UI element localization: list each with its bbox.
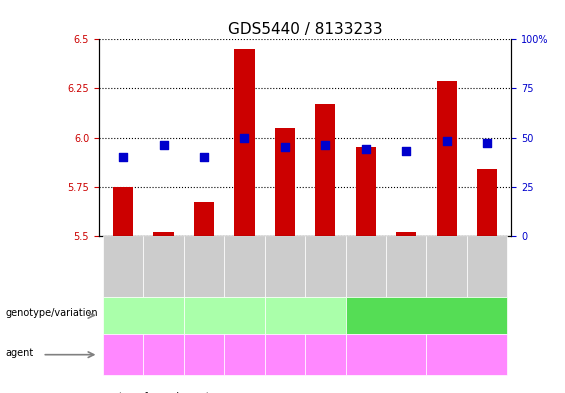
Point bbox=[483, 140, 492, 147]
Bar bbox=[264, 297, 346, 334]
Text: dihydrote
stosteron
e: dihydrote stosteron e bbox=[185, 340, 223, 369]
Point bbox=[402, 148, 411, 154]
Point bbox=[361, 146, 370, 152]
Bar bbox=[224, 334, 264, 375]
Point bbox=[240, 134, 249, 141]
Point bbox=[321, 142, 330, 149]
Bar bbox=[184, 236, 224, 297]
Text: agent: agent bbox=[6, 348, 34, 358]
Point bbox=[159, 142, 168, 149]
Bar bbox=[305, 334, 346, 375]
Point bbox=[119, 154, 128, 160]
Text: control: control bbox=[150, 350, 177, 359]
Bar bbox=[437, 81, 457, 236]
Bar bbox=[103, 236, 144, 297]
Bar bbox=[184, 334, 224, 375]
Bar bbox=[194, 202, 214, 236]
Title: GDS5440 / 8133233: GDS5440 / 8133233 bbox=[228, 22, 383, 37]
Bar bbox=[154, 232, 173, 236]
Bar bbox=[264, 236, 305, 297]
Bar bbox=[346, 334, 427, 375]
Text: dihydrotestosteron
e: dihydrotestosteron e bbox=[350, 345, 423, 364]
Text: dihydrote
stosteron
e: dihydrote stosteron e bbox=[267, 340, 303, 369]
Text: genotype/variation: genotype/variation bbox=[6, 309, 98, 318]
Text: FOXP1
knockdown: FOXP1 knockdown bbox=[197, 305, 252, 326]
Bar bbox=[103, 297, 184, 334]
Bar bbox=[113, 187, 133, 236]
Bar bbox=[103, 334, 144, 375]
Bar bbox=[346, 297, 507, 334]
Bar bbox=[275, 128, 295, 236]
Bar bbox=[355, 147, 376, 236]
Bar bbox=[305, 236, 346, 297]
Text: dihydrot
estoster
one: dihydrot estoster one bbox=[107, 340, 139, 369]
Bar bbox=[346, 236, 386, 297]
Point bbox=[199, 154, 208, 160]
Bar bbox=[477, 169, 497, 236]
Text: control: control bbox=[454, 350, 480, 359]
Text: control: control bbox=[312, 350, 338, 359]
Bar bbox=[315, 104, 336, 236]
Text: control: control bbox=[231, 350, 258, 359]
Text: control: control bbox=[410, 310, 444, 320]
Text: transformed count: transformed count bbox=[119, 392, 210, 393]
Bar bbox=[224, 236, 264, 297]
Bar bbox=[386, 236, 427, 297]
Text: CTBP2
knockdown: CTBP2 knockdown bbox=[116, 305, 171, 326]
Bar bbox=[144, 236, 184, 297]
Text: FOXA1
knockdown: FOXA1 knockdown bbox=[277, 305, 333, 326]
Point bbox=[442, 138, 451, 145]
Bar bbox=[144, 334, 184, 375]
Bar bbox=[427, 236, 467, 297]
Bar bbox=[184, 297, 264, 334]
Bar bbox=[427, 334, 507, 375]
Point bbox=[280, 144, 289, 151]
Bar bbox=[396, 232, 416, 236]
Bar bbox=[234, 49, 255, 236]
Bar bbox=[467, 236, 507, 297]
Bar bbox=[264, 334, 305, 375]
